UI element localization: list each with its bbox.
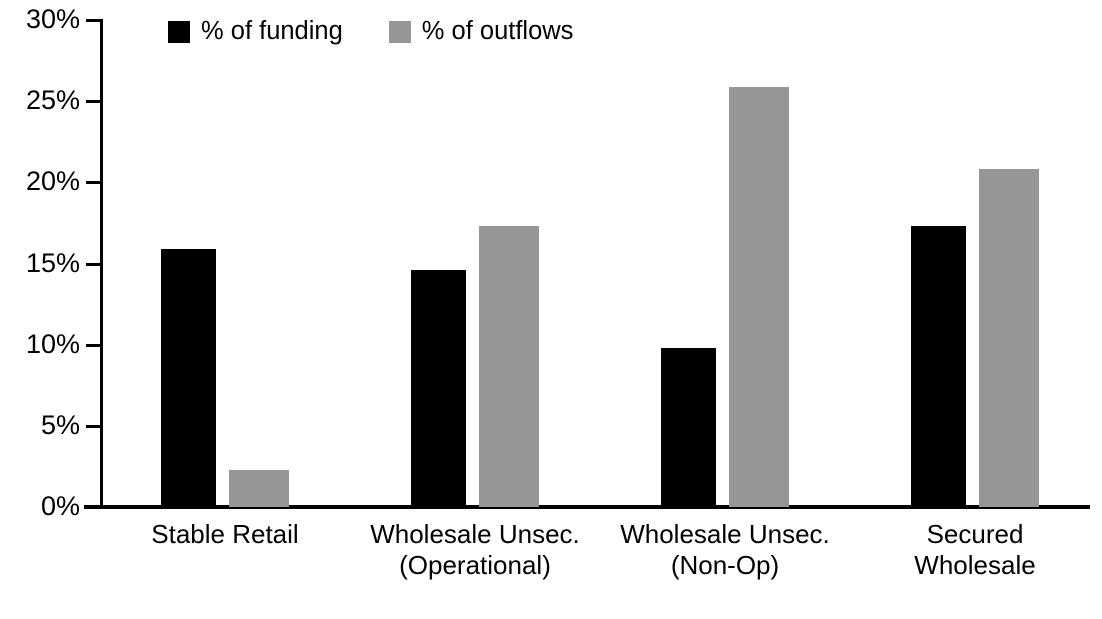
- category-label-line2: (Non-Op): [670, 549, 780, 580]
- y-axis-tick: [86, 424, 101, 428]
- y-axis-tick-label: 15%: [25, 247, 80, 278]
- x-axis-category-label: Wholesale Unsec. (Operational): [350, 519, 600, 580]
- x-axis-line: [84, 505, 1090, 509]
- bar-outflows[interactable]: [729, 86, 789, 507]
- bar-outflows[interactable]: [479, 226, 539, 507]
- legend-label-funding: % of funding: [201, 17, 343, 46]
- y-axis-tick-label: 25%: [25, 85, 80, 116]
- y-axis-tick-label: 10%: [25, 328, 80, 359]
- chart-legend: % of funding % of outflows: [168, 17, 573, 47]
- y-axis-tick: [86, 181, 101, 185]
- legend-entry-funding[interactable]: % of funding: [168, 19, 343, 45]
- gray-square-icon: [388, 21, 411, 43]
- x-axis-category-label: Secured Wholesale: [850, 519, 1100, 580]
- category-label-line1: Secured: [926, 519, 1024, 549]
- bar-outflows[interactable]: [979, 169, 1039, 507]
- y-axis-tick: [86, 100, 101, 104]
- black-square-icon: [168, 21, 190, 43]
- x-axis-category-label: Wholesale Unsec. (Non-Op): [600, 519, 850, 580]
- category-label-line2: (Operational): [399, 549, 551, 580]
- bar-outflows[interactable]: [229, 469, 289, 507]
- category-label-line2: Wholesale: [914, 549, 1036, 580]
- category-label-line1: Wholesale Unsec.: [620, 519, 830, 549]
- y-axis-tick: [86, 343, 101, 347]
- y-axis-tick-label: 30%: [25, 4, 80, 34]
- bar-funding[interactable]: [161, 248, 216, 507]
- bar-funding[interactable]: [911, 226, 966, 507]
- y-axis-tick-label: 5%: [40, 409, 80, 440]
- y-axis-tick: [86, 506, 101, 509]
- y-axis-tick: [86, 262, 101, 266]
- x-axis-category-label: Stable Retail: [100, 519, 350, 550]
- bar-funding[interactable]: [661, 347, 716, 507]
- legend-entry-outflows[interactable]: % of outflows: [388, 17, 574, 46]
- legend-label-outflows: % of outflows: [421, 17, 574, 46]
- y-axis-tick-label: 0%: [40, 491, 80, 521]
- bar-funding[interactable]: [411, 270, 466, 507]
- y-axis-tick: [86, 19, 101, 22]
- category-label-line1: Wholesale Unsec.: [370, 519, 580, 549]
- category-label-line1: Stable Retail: [151, 519, 299, 549]
- y-axis-tick-label: 20%: [25, 166, 80, 197]
- y-axis-line: [100, 19, 103, 508]
